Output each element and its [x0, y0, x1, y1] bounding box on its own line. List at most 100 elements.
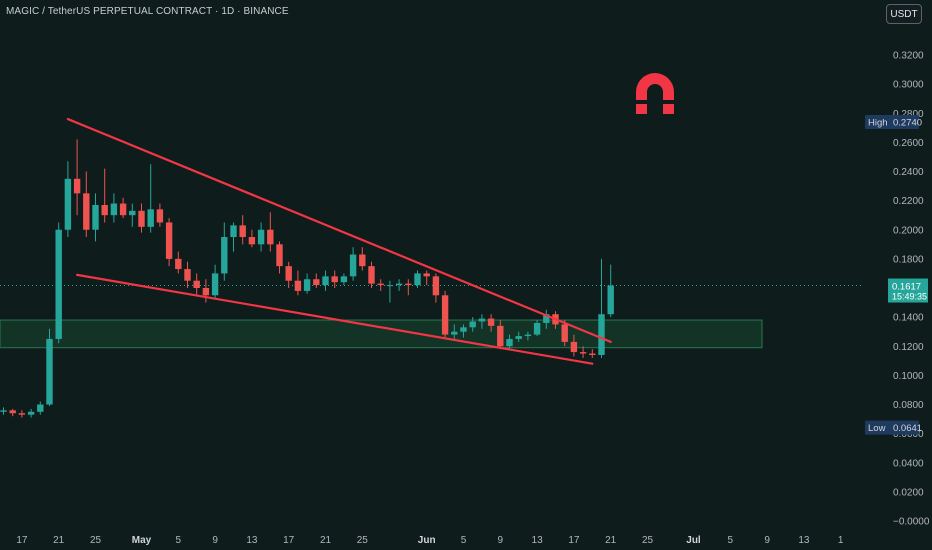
candle[interactable]: [37, 401, 44, 415]
candle[interactable]: [478, 314, 486, 329]
candle[interactable]: [386, 280, 394, 303]
x-tick-label: 9: [212, 535, 218, 546]
candle[interactable]: [570, 334, 578, 357]
candle[interactable]: [138, 203, 145, 233]
candle-body: [487, 318, 495, 326]
candle[interactable]: [561, 320, 568, 347]
candle[interactable]: [515, 331, 522, 342]
candle[interactable]: [27, 408, 35, 418]
x-tick-label: 9: [764, 535, 770, 546]
y-tick-label: 0.1200: [893, 342, 924, 353]
candle[interactable]: [303, 273, 311, 294]
candle[interactable]: [313, 273, 320, 288]
trendline-lower-support[interactable]: [75, 273, 594, 365]
candle[interactable]: [432, 273, 440, 303]
candle[interactable]: [175, 251, 182, 274]
candle[interactable]: [405, 279, 412, 296]
candle[interactable]: [377, 279, 384, 291]
candle[interactable]: [441, 290, 449, 339]
candle[interactable]: [46, 328, 53, 406]
trendline-upper-resistance[interactable]: [66, 117, 612, 343]
candle[interactable]: [349, 247, 357, 281]
candle[interactable]: [248, 229, 256, 248]
candle[interactable]: [276, 241, 283, 274]
candle[interactable]: [211, 264, 219, 299]
candle[interactable]: [0, 407, 7, 415]
candle[interactable]: [423, 270, 430, 286]
support-zone[interactable]: [0, 319, 763, 349]
candle[interactable]: [524, 331, 532, 341]
candle[interactable]: [340, 273, 348, 286]
candle[interactable]: [598, 258, 605, 358]
candle[interactable]: [322, 270, 329, 291]
candle-body: [73, 178, 81, 194]
magnet-icon[interactable]: [632, 68, 678, 118]
candle-body: [543, 314, 550, 323]
candle[interactable]: [257, 222, 265, 252]
candle[interactable]: [487, 314, 495, 332]
candle[interactable]: [533, 320, 541, 337]
x-tick-label: 17: [16, 535, 28, 546]
candle[interactable]: [414, 270, 421, 288]
candle[interactable]: [395, 279, 403, 291]
candle[interactable]: [221, 222, 228, 281]
candle[interactable]: [147, 164, 154, 233]
candle[interactable]: [451, 324, 458, 339]
candle-body: [303, 279, 311, 291]
candle[interactable]: [359, 247, 366, 271]
candle[interactable]: [285, 261, 292, 288]
x-tick-label: 17: [283, 535, 295, 546]
candle-body: [395, 283, 403, 286]
candle[interactable]: [129, 203, 136, 227]
candle[interactable]: [92, 193, 99, 242]
candle[interactable]: [119, 197, 127, 219]
candle[interactable]: [460, 324, 467, 338]
candle-body: [221, 237, 228, 274]
candle[interactable]: [193, 273, 200, 296]
candle[interactable]: [469, 317, 476, 332]
x-tick-label: Jul: [686, 535, 701, 546]
candle[interactable]: [202, 279, 210, 303]
candle[interactable]: [184, 261, 191, 288]
candle-body: [377, 283, 384, 286]
candle-body: [55, 229, 62, 339]
candle[interactable]: [607, 264, 614, 318]
x-tick-label: 5: [461, 535, 467, 546]
candle[interactable]: [239, 215, 246, 245]
candle[interactable]: [83, 171, 90, 238]
x-tick-label: 13: [798, 535, 810, 546]
candle-body: [607, 285, 614, 315]
candle[interactable]: [9, 408, 16, 417]
high-tag-label: High: [868, 117, 888, 128]
candle[interactable]: [230, 222, 237, 252]
candle-body: [119, 203, 127, 216]
y-tick-label: 0.1400: [893, 313, 924, 324]
candle-body: [478, 318, 486, 322]
candle[interactable]: [368, 261, 375, 288]
candle[interactable]: [497, 320, 504, 350]
candle[interactable]: [55, 222, 62, 344]
candle[interactable]: [110, 193, 118, 223]
candle-body: [165, 222, 173, 259]
candle[interactable]: [156, 203, 164, 227]
candle[interactable]: [165, 218, 173, 267]
candle-body: [211, 273, 219, 296]
candle[interactable]: [267, 212, 274, 252]
candle-body: [533, 322, 541, 335]
candle[interactable]: [331, 270, 338, 288]
candle-body: [285, 266, 292, 281]
candle-body: [322, 276, 329, 286]
candle[interactable]: [506, 334, 513, 350]
candle[interactable]: [294, 270, 302, 296]
candle[interactable]: [64, 161, 72, 238]
candle[interactable]: [589, 349, 596, 358]
candle[interactable]: [543, 309, 550, 329]
candle[interactable]: [18, 410, 26, 418]
candle[interactable]: [101, 168, 108, 223]
candle[interactable]: [73, 139, 81, 216]
y-tick-label: 0.2600: [893, 138, 924, 149]
currency-button[interactable]: USDT: [886, 4, 922, 24]
candle[interactable]: [579, 346, 587, 358]
candle-body: [239, 225, 246, 238]
